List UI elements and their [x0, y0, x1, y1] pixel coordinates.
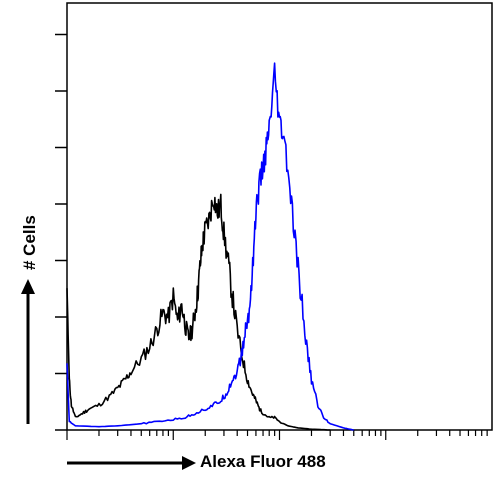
stained-histogram-line	[66, 62, 354, 431]
up-arrow-icon	[21, 279, 35, 424]
plot-frame	[66, 2, 493, 431]
x-axis-label: Alexa Fluor 488	[200, 452, 326, 471]
right-arrow-icon	[67, 456, 196, 470]
control-histogram-line	[66, 193, 331, 431]
series-group	[66, 62, 354, 431]
axis-ticks	[55, 33, 488, 440]
y-axis-label: # Cells	[20, 215, 39, 270]
